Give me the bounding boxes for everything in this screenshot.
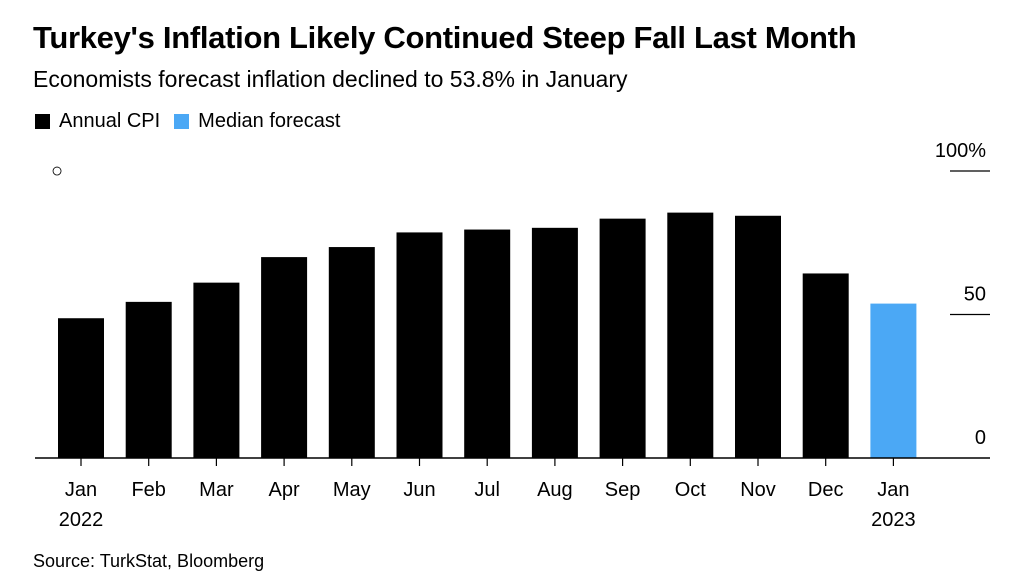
- legend-item-annual-cpi: Annual CPI: [35, 110, 160, 133]
- y-tick-label: 100%: [935, 140, 986, 162]
- legend-swatch-median-forecast: [174, 114, 190, 129]
- x-tick-label: May: [333, 479, 371, 501]
- bar-annual-cpi: [464, 229, 511, 458]
- x-year-label: 2022: [59, 509, 104, 531]
- legend: Annual CPI Median forecast: [35, 110, 354, 133]
- legend-label-annual-cpi: Annual CPI: [59, 110, 161, 132]
- bar-annual-cpi: [802, 273, 849, 458]
- x-tick-label: Dec: [808, 479, 844, 501]
- x-tick-label: Apr: [269, 479, 300, 501]
- x-tick-label: Jan: [877, 479, 909, 501]
- y-axis: 0 50 100%: [935, 140, 990, 449]
- bar-annual-cpi: [125, 301, 172, 458]
- legend-label-median-forecast: Median forecast: [198, 110, 341, 132]
- bars-group: [58, 212, 917, 458]
- x-tick-label: Oct: [675, 479, 707, 501]
- source-note: Source: TurkStat, Bloomberg: [33, 551, 265, 571]
- x-tick-label: Feb: [131, 479, 165, 501]
- legend-swatch-annual-cpi: [35, 114, 50, 129]
- annotation-circle-icon: ○: [51, 160, 63, 182]
- x-tick-labels: Jan 2022 Feb Mar Apr May Jun Jul Aug Sep Oct Nov Dec…: [59, 458, 916, 531]
- bar-annual-cpi: [531, 227, 578, 458]
- chart-subtitle: Economists forecast inflation declined t…: [33, 66, 628, 92]
- bar-annual-cpi: [261, 257, 308, 458]
- x-year-label: 2023: [871, 509, 916, 531]
- y-tick-label: 50: [964, 284, 986, 306]
- bar-annual-cpi: [328, 247, 375, 458]
- x-tick-label: Mar: [199, 479, 234, 501]
- bar-annual-cpi: [396, 232, 443, 458]
- x-tick-label: Jan: [65, 479, 97, 501]
- bar-annual-cpi: [193, 282, 240, 458]
- bar-annual-cpi: [58, 318, 104, 458]
- bar-annual-cpi: [599, 218, 646, 458]
- x-tick-label: Nov: [740, 479, 776, 501]
- x-tick-label: Sep: [605, 479, 641, 501]
- x-tick-label: Jul: [474, 479, 500, 501]
- y-tick-label: 0: [975, 427, 986, 449]
- x-tick-label: Aug: [537, 479, 573, 501]
- bar-median-forecast: [870, 303, 917, 458]
- chart-title: Turkey's Inflation Likely Continued Stee…: [33, 20, 857, 55]
- x-tick-label: Jun: [403, 479, 435, 501]
- legend-item-median-forecast: Median forecast: [174, 110, 340, 133]
- bar-annual-cpi: [667, 212, 714, 458]
- bar-annual-cpi: [735, 215, 781, 458]
